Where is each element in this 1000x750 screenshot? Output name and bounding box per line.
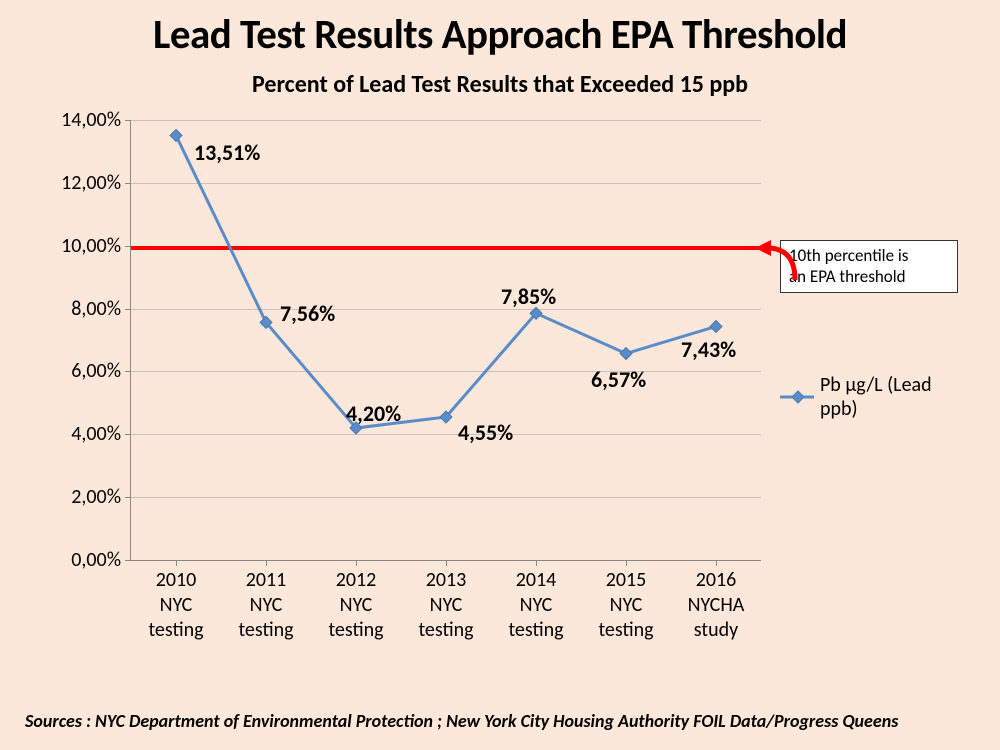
x-tick xyxy=(356,560,357,566)
data-label: 7,56% xyxy=(280,300,335,327)
x-tick-label: 2010 NYC testing xyxy=(148,568,203,643)
y-tick-label: 4,00% xyxy=(71,422,121,446)
y-tick xyxy=(125,560,131,561)
chart-main-title: Lead Test Results Approach EPA Threshold xyxy=(0,10,1000,60)
y-tick-label: 0,00% xyxy=(71,548,121,572)
data-label: 7,85% xyxy=(501,283,556,310)
data-marker xyxy=(170,129,182,141)
data-label: 7,43% xyxy=(681,336,736,363)
legend-marker-icon xyxy=(780,389,814,405)
data-label: 4,55% xyxy=(458,419,513,446)
chart-sources: Sources : NYC Department of Environmenta… xyxy=(25,710,898,732)
x-tick xyxy=(266,560,267,566)
x-tick-label: 2012 NYC testing xyxy=(328,568,383,643)
data-label: 13,51% xyxy=(194,139,260,166)
data-label: 4,20% xyxy=(346,400,401,427)
legend: Pb µg/L (Lead ppb) xyxy=(780,373,965,421)
legend-label: Pb µg/L (Lead ppb) xyxy=(820,373,965,421)
threshold-arrow-icon xyxy=(755,238,815,298)
chart-page: { "title": "Lead Test Results Approach E… xyxy=(0,0,1000,750)
series-svg xyxy=(131,120,761,560)
x-tick xyxy=(176,560,177,566)
x-tick xyxy=(536,560,537,566)
data-label: 6,57% xyxy=(591,366,646,393)
y-tick-label: 10,00% xyxy=(61,234,121,258)
y-tick-label: 14,00% xyxy=(61,108,121,132)
y-tick-label: 12,00% xyxy=(61,171,121,195)
y-tick-label: 6,00% xyxy=(71,359,121,383)
x-tick-label: 2014 NYC testing xyxy=(508,568,563,643)
chart-subtitle: Percent of Lead Test Results that Exceed… xyxy=(0,70,1000,99)
x-tick-label: 2016 NYCHA study xyxy=(688,568,745,643)
x-tick-label: 2013 NYC testing xyxy=(418,568,473,643)
y-tick-label: 2,00% xyxy=(71,485,121,509)
x-tick xyxy=(446,560,447,566)
y-tick-label: 8,00% xyxy=(71,297,121,321)
x-tick xyxy=(716,560,717,566)
data-marker xyxy=(710,320,722,332)
x-tick xyxy=(626,560,627,566)
x-tick-label: 2011 NYC testing xyxy=(238,568,293,643)
data-marker xyxy=(620,348,632,360)
plot-area: 0,00%2,00%4,00%6,00%8,00%10,00%12,00%14,… xyxy=(130,120,761,561)
x-tick-label: 2015 NYC testing xyxy=(598,568,653,643)
chart-area: 0,00%2,00%4,00%6,00%8,00%10,00%12,00%14,… xyxy=(35,115,965,675)
